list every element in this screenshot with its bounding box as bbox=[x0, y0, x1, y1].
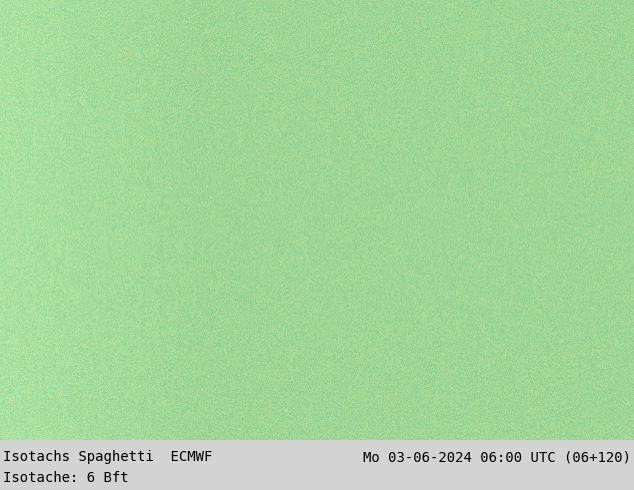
Text: Mo 03-06-2024 06:00 UTC (06+120): Mo 03-06-2024 06:00 UTC (06+120) bbox=[363, 450, 631, 464]
Text: Isotache: 6 Bft: Isotache: 6 Bft bbox=[3, 471, 129, 485]
Text: Isotachs Spaghetti  ECMWF: Isotachs Spaghetti ECMWF bbox=[3, 450, 212, 464]
